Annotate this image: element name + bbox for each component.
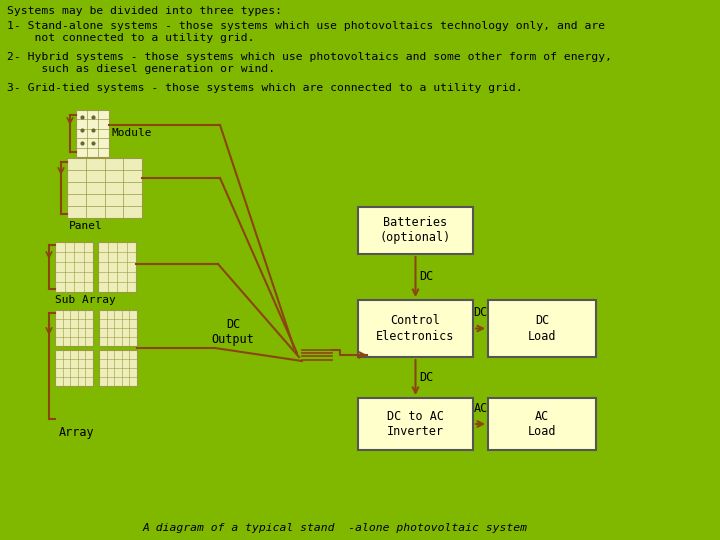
Bar: [55, 350, 93, 386]
Text: Systems may be divided into three types:: Systems may be divided into three types:: [7, 6, 282, 16]
Text: 3- Grid-tied systems - those systems which are connected to a utility grid.: 3- Grid-tied systems - those systems whi…: [7, 83, 523, 93]
Bar: [358, 207, 473, 254]
Bar: [358, 300, 473, 357]
Text: DC: DC: [420, 371, 433, 384]
Text: AC
Load: AC Load: [528, 410, 557, 438]
Bar: [99, 310, 137, 346]
Text: Module: Module: [111, 129, 151, 138]
Bar: [67, 158, 142, 218]
Text: DC
Output: DC Output: [212, 318, 254, 346]
Bar: [99, 350, 137, 386]
Text: Array: Array: [59, 426, 95, 439]
Text: Control
Electronics: Control Electronics: [377, 314, 455, 342]
Text: Panel: Panel: [69, 221, 103, 231]
Text: DC: DC: [473, 307, 487, 320]
Bar: [488, 300, 596, 357]
Text: A diagram of a typical stand  -alone photovoltaic system: A diagram of a typical stand -alone phot…: [143, 523, 528, 533]
Bar: [55, 242, 93, 292]
Text: AC: AC: [473, 402, 487, 415]
Text: Batteries
(optional): Batteries (optional): [380, 217, 451, 245]
Text: not connected to a utility grid.: not connected to a utility grid.: [7, 33, 254, 43]
Text: DC
Load: DC Load: [528, 314, 557, 342]
Bar: [76, 110, 109, 157]
Text: 1- Stand-alone systems - those systems which use photovoltaics technology only, : 1- Stand-alone systems - those systems w…: [7, 21, 605, 31]
Bar: [358, 398, 473, 450]
Bar: [98, 242, 136, 292]
Text: DC to AC
Inverter: DC to AC Inverter: [387, 410, 444, 438]
Text: such as diesel generation or wind.: such as diesel generation or wind.: [7, 64, 275, 74]
Bar: [488, 398, 596, 450]
Text: DC: DC: [420, 271, 433, 284]
Bar: [55, 310, 93, 346]
Text: 2- Hybrid systems - those systems which use photovoltaics and some other form of: 2- Hybrid systems - those systems which …: [7, 52, 612, 62]
Text: Sub Array: Sub Array: [55, 295, 116, 305]
